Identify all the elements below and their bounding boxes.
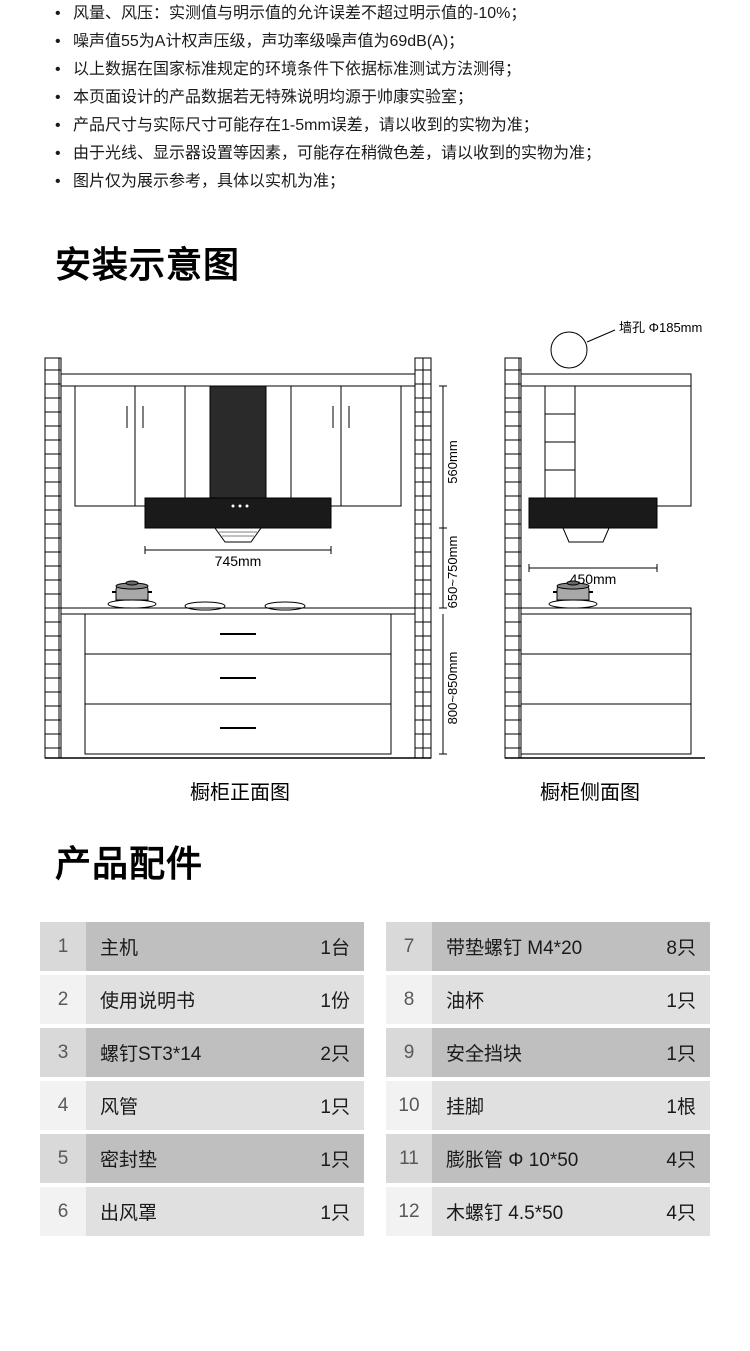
parts-name-cell: 主机 1台	[86, 922, 364, 971]
parts-number: 3	[40, 1028, 86, 1077]
parts-row: 9 安全挡块 1只	[386, 1028, 710, 1077]
note-item: 产品尺寸与实际尺寸可能存在1-5mm误差，请以收到的实物为准；	[55, 112, 695, 140]
parts-name-cell: 风管 1只	[86, 1081, 364, 1130]
dim-hood-height: 560mm	[445, 440, 460, 483]
parts-name: 密封垫	[100, 1145, 157, 1172]
note-item: 由于光线、显示器设置等因素，可能存在稍微色差，请以收到的实物为准；	[55, 140, 695, 168]
parts-name-cell: 密封垫 1只	[86, 1134, 364, 1183]
parts-row: 7 带垫螺钉 M4*20 8只	[386, 922, 710, 971]
parts-number: 4	[40, 1081, 86, 1130]
parts-row: 5 密封垫 1只	[40, 1134, 364, 1183]
parts-row: 8 油杯 1只	[386, 975, 710, 1024]
parts-number: 10	[386, 1081, 432, 1130]
dim-floor-to-counter: 800~850mm	[445, 652, 460, 725]
parts-name-cell: 油杯 1只	[432, 975, 710, 1024]
parts-row: 10 挂脚 1根	[386, 1081, 710, 1130]
parts-qty: 1台	[320, 933, 350, 960]
parts-row: 3 螺钉ST3*14 2只	[40, 1028, 364, 1077]
parts-name: 螺钉ST3*14	[100, 1039, 201, 1066]
parts-name-cell: 带垫螺钉 M4*20 8只	[432, 922, 710, 971]
note-item: 本页面设计的产品数据若无特殊说明均源于帅康实验室；	[55, 84, 695, 112]
parts-qty: 1只	[320, 1198, 350, 1225]
parts-qty: 4只	[666, 1198, 696, 1225]
front-view-label: 橱柜正面图	[190, 776, 290, 805]
parts-name: 风管	[100, 1092, 138, 1119]
parts-name-cell: 出风罩 1只	[86, 1187, 364, 1236]
parts-number: 8	[386, 975, 432, 1024]
parts-number: 12	[386, 1187, 432, 1236]
parts-qty: 1只	[666, 986, 696, 1013]
parts-row: 12 木螺钉 4.5*50 4只	[386, 1187, 710, 1236]
parts-number: 5	[40, 1134, 86, 1183]
installation-diagram: 745mm 560mm 650~750mm	[0, 308, 750, 825]
parts-number: 7	[386, 922, 432, 971]
parts-name-cell: 挂脚 1根	[432, 1081, 710, 1130]
parts-name-cell: 木螺钉 4.5*50 4只	[432, 1187, 710, 1236]
parts-name-cell: 使用说明书 1份	[86, 975, 364, 1024]
parts-name-cell: 螺钉ST3*14 2只	[86, 1028, 364, 1077]
parts-row: 2 使用说明书 1份	[40, 975, 364, 1024]
parts-name: 出风罩	[100, 1198, 157, 1225]
parts-column-right: 7带垫螺钉 M4*208只8油杯1只9安全挡块1只10挂脚1根11膨胀管 Φ 1…	[386, 922, 710, 1240]
parts-name-cell: 安全挡块 1只	[432, 1028, 710, 1077]
parts-accessories-table: 1 主机 1台 2 使用说明书 1份 3 螺钉ST3*14 2只 4 风管 1只 5 密封垫 1只 6 出风罩 1…	[0, 907, 750, 1270]
dim-hood-width: 745mm	[215, 553, 262, 569]
parts-name: 主机	[100, 933, 138, 960]
parts-name-cell: 膨胀管 Φ 10*50 4只	[432, 1134, 710, 1183]
parts-number: 1	[40, 922, 86, 971]
parts-row: 6 出风罩 1只	[40, 1187, 364, 1236]
parts-qty: 1只	[666, 1039, 696, 1066]
parts-qty: 1只	[320, 1145, 350, 1172]
parts-name: 油杯	[446, 986, 484, 1013]
wall-hole-label: 墙孔 Φ185mm	[619, 320, 702, 335]
parts-row: 1 主机 1台	[40, 922, 364, 971]
parts-name: 木螺钉 4.5*50	[446, 1198, 563, 1225]
parts-qty: 4只	[666, 1145, 696, 1172]
spec-notes-list: 风量、风压：实测值与明示值的允许误差不超过明示值的-10%； 噪声值55为A计权…	[0, 0, 750, 226]
parts-name: 使用说明书	[100, 986, 195, 1013]
parts-name: 挂脚	[446, 1092, 484, 1119]
parts-number: 11	[386, 1134, 432, 1183]
parts-column-left: 1 主机 1台 2 使用说明书 1份 3 螺钉ST3*14 2只 4 风管 1只 5 密封垫 1只 6 出风罩 1…	[40, 922, 364, 1240]
parts-name: 安全挡块	[446, 1039, 522, 1066]
note-item: 噪声值55为A计权声压级，声功率级噪声值为69dB(A)；	[55, 28, 695, 56]
note-item: 图片仅为展示参考，具体以实机为准；	[55, 168, 695, 196]
parts-row: 4 风管 1只	[40, 1081, 364, 1130]
parts-row: 11 膨胀管 Φ 10*50 4只	[386, 1134, 710, 1183]
parts-qty: 8只	[666, 933, 696, 960]
parts-qty: 1根	[666, 1092, 696, 1119]
parts-name: 带垫螺钉 M4*20	[446, 933, 582, 960]
parts-number: 2	[40, 975, 86, 1024]
parts-number: 9	[386, 1028, 432, 1077]
note-item: 风量、风压：实测值与明示值的允许误差不超过明示值的-10%；	[55, 0, 695, 28]
parts-name: 膨胀管 Φ 10*50	[446, 1145, 578, 1172]
parts-qty: 2只	[320, 1039, 350, 1066]
dim-counter-to-hood: 650~750mm	[445, 536, 460, 609]
side-view-label: 橱柜侧面图	[540, 776, 640, 805]
parts-qty: 1只	[320, 1092, 350, 1119]
note-item: 以上数据在国家标准规定的环境条件下依据标准测试方法测得；	[55, 56, 695, 84]
parts-number: 6	[40, 1187, 86, 1236]
install-diagram-title: 安装示意图	[0, 226, 750, 308]
parts-qty: 1份	[320, 986, 350, 1013]
parts-title: 产品配件	[0, 825, 750, 907]
